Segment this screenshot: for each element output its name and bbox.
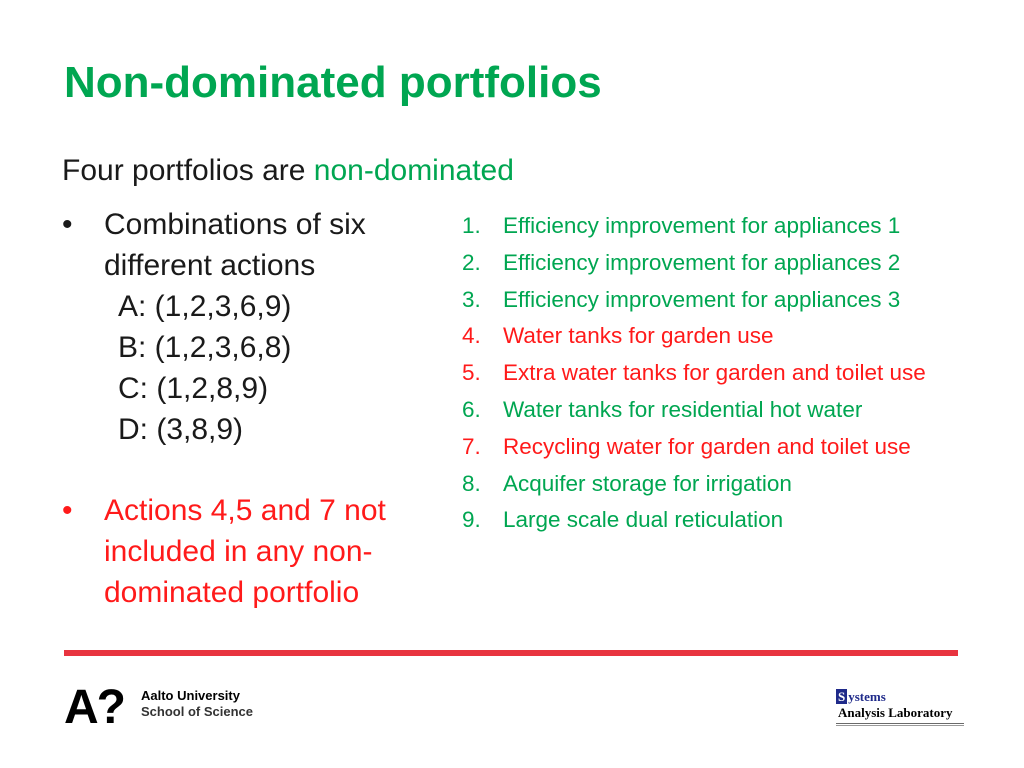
action-label: Extra water tanks for garden and toilet …: [503, 360, 926, 386]
action-label: Water tanks for residential hot water: [503, 396, 863, 422]
action-number: 3.: [462, 286, 481, 312]
action-label: Water tanks for garden use: [503, 323, 774, 349]
note-text: Actions 4,5 and 7 not included in any no…: [104, 494, 386, 609]
action-item: 1. Efficiency improvement for appliances …: [462, 208, 926, 245]
action-item: 8. Acquifer storage for irrigation: [462, 466, 926, 503]
bullet-dot: •: [62, 494, 73, 527]
action-label: Recycling water for garden and toilet us…: [503, 433, 911, 459]
sal-word-analysis-laboratory: Analysis Laboratory: [838, 705, 953, 720]
action-number: 8.: [462, 470, 481, 496]
action-item: 6. Water tanks for residential hot water: [462, 392, 926, 429]
aalto-university-name: Aalto University: [141, 688, 240, 703]
portfolio-a: A: (1,2,3,6,9): [118, 290, 292, 323]
action-number: 1.: [462, 213, 481, 238]
action-number: 2.: [462, 249, 481, 275]
aalto-wordmark: Aalto University School of Science: [141, 688, 253, 720]
action-label: Efficiency improvement for appliances 1: [503, 213, 901, 238]
action-item: 5. Extra water tanks for garden and toile…: [462, 355, 926, 392]
action-label: Acquifer storage for irrigation: [503, 470, 792, 496]
action-item: 9. Large scale dual reticulation: [462, 502, 926, 539]
bullet-note: • Actions 4,5 and 7 not included in any …: [62, 490, 442, 613]
subtitle-prefix: Four portfolios are: [62, 154, 314, 187]
action-number: 7.: [462, 433, 481, 459]
action-label: Efficiency improvement for appliances 2: [503, 249, 901, 275]
slide-subtitle: Four portfolios are non-dominated: [62, 154, 514, 188]
action-number: 9.: [462, 507, 481, 533]
action-number: 4.: [462, 323, 481, 349]
action-number: 6.: [462, 396, 481, 422]
slide-title: Non-dominated portfolios: [64, 58, 602, 107]
sal-underline: [836, 723, 964, 726]
portfolio-c: C: (1,2,8,9): [118, 372, 269, 405]
portfolio-d: D: (3,8,9): [118, 413, 244, 446]
actions-list: 1. Efficiency improvement for appliances …: [462, 208, 926, 539]
action-number: 5.: [462, 360, 481, 386]
subtitle-highlight: non-dominated: [313, 154, 514, 187]
action-label: Efficiency improvement for appliances 3: [503, 286, 901, 312]
footer-divider: [64, 650, 958, 656]
combinations-heading: Combinations of six different actions: [104, 208, 366, 282]
action-item: 3. Efficiency improvement for appliances …: [462, 282, 926, 319]
portfolio-b: B: (1,2,3,6,8): [118, 331, 292, 364]
action-item: 2. Efficiency improvement for appliances …: [462, 245, 926, 282]
bullet-dot: •: [62, 208, 73, 241]
sal-word-systems: ystems: [848, 689, 886, 704]
action-label: Large scale dual reticulation: [503, 507, 784, 533]
aalto-school-name: School of Science: [141, 704, 253, 719]
action-item: 4. Water tanks for garden use: [462, 318, 926, 355]
bullet-combinations: • Combinations of six different actions …: [62, 204, 442, 450]
sal-initial: S: [836, 689, 848, 704]
action-item: 7. Recycling water for garden and toilet …: [462, 429, 926, 466]
aalto-logo-icon: A?: [64, 681, 126, 734]
